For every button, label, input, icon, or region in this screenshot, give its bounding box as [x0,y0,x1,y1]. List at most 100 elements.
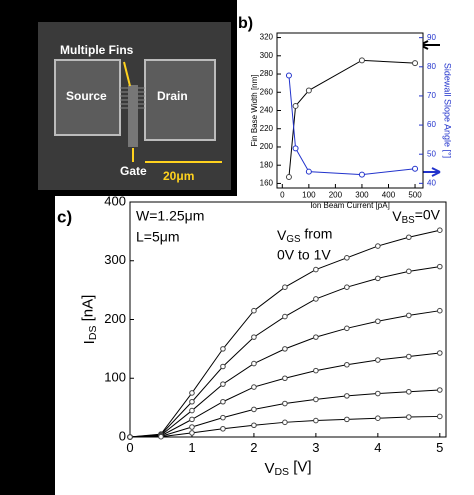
y-tick-label: 300 [260,51,274,60]
data-point [189,416,195,423]
data-point [282,419,288,426]
x-tick-label: 2 [250,440,257,455]
x-tick-label: 1 [188,440,195,455]
data-point [285,174,292,181]
y-axis-label: IDS [nA] [80,295,99,345]
data-point [344,361,350,368]
y2-tick-label: 90 [427,33,436,42]
data-point [375,275,381,282]
data-point [437,307,443,314]
data-point [437,227,443,233]
data-point [313,266,319,273]
y-tick-label: 220 [260,124,274,133]
image-label: Multiple Fins [60,43,134,57]
data-point [406,312,412,319]
data-point [189,407,195,414]
data-point [412,165,419,172]
data-point [437,263,443,270]
y-axis-label-rest: [nA] [80,295,97,326]
x-tick-label: 200 [329,190,343,199]
y-tick-label: 100 [104,370,126,385]
data-point [282,313,288,320]
data-point [127,434,133,440]
data-point [282,375,288,382]
x-axis-label-rest: [V] [289,459,312,476]
panel-label: c) [57,207,72,226]
data-point [437,387,443,393]
y-tick-label: 180 [260,160,274,169]
annotation-main: V [277,227,287,243]
y-axis-label: Fin Base Width [nm] [250,74,259,146]
annotation-sub: GS [286,234,301,245]
data-point [305,87,312,94]
source-pad [54,59,121,136]
data-point [251,334,257,340]
annotation: W=1.25μm [136,208,204,224]
annotation-rest: from [301,225,333,241]
annotation: 0V to 1V [277,247,331,263]
data-point [282,284,288,290]
data-point [406,268,412,275]
data-point [437,350,443,356]
data-point [313,296,319,302]
y-tick-label: 260 [260,87,274,96]
x-tick-label: 400 [382,190,396,199]
y-tick-label: 200 [104,311,126,326]
x-axis-label-main: V [264,460,274,477]
panel-label: a) [10,5,23,22]
annotation: VGS from [277,225,332,244]
scale-label: 20μm [163,169,194,183]
data-point [220,414,226,421]
x-tick-label: 4 [374,440,381,455]
x-axis-label: VDS [V] [264,459,311,478]
data-point [375,357,381,363]
data-point [292,145,299,152]
image-label: Gate [120,164,147,178]
data-point [251,406,257,413]
y2-tick-label: 40 [427,178,436,187]
x-tick-label: 100 [302,190,316,199]
data-point [375,318,381,325]
data-point [437,413,443,420]
data-point [344,393,350,399]
data-point [406,234,412,241]
data-point [313,367,319,374]
data-point [375,390,381,397]
data-point [406,414,412,420]
data-point [251,422,257,429]
y-tick-label: 160 [260,179,274,188]
y-axis-label-sub: DS [87,326,99,341]
data-point [285,72,292,79]
y-tick-label: 300 [104,252,126,267]
data-point [251,360,257,367]
x-axis-label-sub: DS [274,466,289,478]
data-point [220,346,226,352]
image-label: Source [66,89,107,103]
data-point [220,363,226,370]
data-point [158,433,164,440]
data-point [344,284,350,290]
data-point [220,381,226,387]
data-point [313,334,319,340]
y2-tick-label: 70 [427,91,436,100]
x-tick-label: 5 [436,440,443,455]
data-point [344,255,350,261]
data-point [189,390,195,396]
data-point [220,425,226,432]
x-tick-label: 500 [408,190,422,199]
y-tick-label: 280 [260,69,274,78]
data-point [412,60,419,67]
data-point [251,307,257,314]
x-tick-label: 0 [126,440,133,455]
data-point [358,57,365,64]
data-point [313,396,319,403]
y-tick-label: 240 [260,106,274,115]
y-tick-label: 0 [119,428,126,443]
data-point [305,168,312,175]
y2-tick-label: 60 [427,120,436,129]
image-label: Drain [157,89,188,103]
y2-tick-label: 50 [427,149,436,158]
data-point [375,243,381,249]
